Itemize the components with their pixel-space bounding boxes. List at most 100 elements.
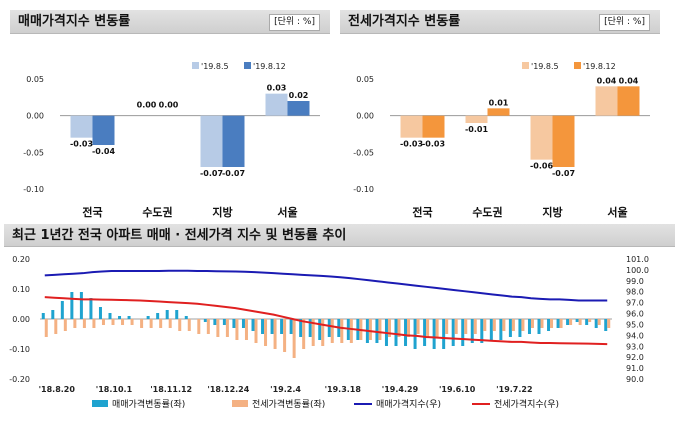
trend-left-ytick: 0.00 bbox=[12, 315, 30, 324]
jeonse-ytick: 0.00 bbox=[356, 112, 374, 121]
sale-change-bar bbox=[566, 319, 570, 325]
sale-change-bar bbox=[184, 316, 188, 319]
sale-change-bar bbox=[594, 319, 598, 328]
jeonse-panel-header: 전세가격지수 변동률 [단위 : %] bbox=[340, 10, 660, 34]
jeonse-data-label: -0.07 bbox=[552, 169, 575, 178]
jeonse-change-bar bbox=[311, 319, 315, 346]
sale-panel-header: 매매가격지수 변동률 [단위 : %] bbox=[10, 10, 330, 34]
jeonse-bar bbox=[617, 86, 640, 116]
sale-data-label: -0.03 bbox=[70, 140, 93, 149]
jeonse-change-bar bbox=[454, 319, 458, 334]
sale-bar bbox=[287, 101, 310, 116]
sale-data-label: -0.04 bbox=[92, 147, 115, 156]
sale-change-chart: 0.050.00-0.05-0.10'19.8.5'19.8.12-0.03-0… bbox=[23, 62, 320, 219]
jeonse-change-bar bbox=[426, 319, 430, 337]
jeonse-data-label: -0.01 bbox=[465, 125, 488, 134]
jeonse-change-panel: 전세가격지수 변동률 [단위 : %] 0.05 0.00 -0.05 -0.10 '1… bbox=[340, 10, 660, 225]
sale-change-bar bbox=[280, 319, 284, 334]
trend-left-ytick: 0.20 bbox=[12, 255, 30, 264]
sale-change-bar bbox=[299, 319, 303, 337]
jeonse-bar bbox=[400, 115, 423, 138]
sale-legend-swatch bbox=[244, 62, 251, 69]
sale-change-bar bbox=[79, 292, 83, 319]
jeonse-change-bar bbox=[130, 319, 134, 325]
trend-xtick: '18.8.20 bbox=[39, 385, 76, 394]
sale-change-bar bbox=[556, 319, 560, 328]
trend-right-ytick: 91.0 bbox=[626, 364, 644, 373]
jeonse-change-bar bbox=[349, 319, 353, 343]
jeonse-change-bar bbox=[416, 319, 420, 334]
sale-change-bar bbox=[394, 319, 398, 346]
trend-right-ytick: 96.0 bbox=[626, 310, 644, 319]
sale-category-label: 전국 bbox=[82, 205, 102, 219]
sale-change-bar bbox=[489, 319, 493, 340]
jeonse-change-bar bbox=[321, 319, 325, 346]
jeonse-change-bar bbox=[330, 319, 334, 343]
trend-xtick: '19.3.18 bbox=[325, 385, 362, 394]
jeonse-data-label: 0.04 bbox=[619, 76, 639, 85]
sale-change-bar bbox=[70, 292, 74, 319]
jeonse-ytick: 0.05 bbox=[356, 75, 374, 84]
sale-change-bar bbox=[508, 319, 512, 337]
sale-bar bbox=[265, 93, 288, 116]
sale-legend-label: '19.8.12 bbox=[253, 62, 286, 71]
jeonse-change-bar bbox=[511, 319, 515, 331]
jeonse-change-bar bbox=[483, 319, 487, 331]
sale-change-bar bbox=[423, 319, 427, 346]
sale-category-label: 지방 bbox=[212, 205, 232, 219]
sale-legend-label: '19.8.5 bbox=[201, 62, 229, 71]
jeonse-data-label: 0.01 bbox=[489, 98, 509, 107]
jeonse-legend-swatch bbox=[574, 62, 581, 69]
jeonse-change-chart: 0.050.00-0.05-0.10'19.8.5'19.8.12-0.03-0… bbox=[353, 62, 650, 219]
sale-panel-title: 매매가격지수 변동률 bbox=[18, 14, 131, 29]
jeonse-change-bar bbox=[368, 319, 372, 340]
sale-change-bar bbox=[232, 319, 236, 328]
trend-xtick: '18.12.24 bbox=[207, 385, 249, 394]
jeonse-change-bar bbox=[387, 319, 391, 337]
trend-right-ytick: 94.0 bbox=[626, 331, 644, 340]
trend-right-ytick: 99.0 bbox=[626, 277, 644, 286]
sale-change-bar bbox=[175, 310, 179, 319]
sale-change-bar bbox=[585, 319, 589, 325]
jeonse-change-bar bbox=[378, 319, 382, 340]
jeonse-change-bar bbox=[178, 319, 182, 331]
trend-right-ytick: 98.0 bbox=[626, 288, 644, 297]
sale-change-bar bbox=[499, 319, 503, 340]
jeonse-change-bar bbox=[149, 319, 153, 328]
jeonse-category-label: 지방 bbox=[542, 205, 562, 219]
sale-data-label: -0.07 bbox=[200, 169, 223, 178]
trend-right-ytick: 100.0 bbox=[626, 266, 649, 275]
jeonse-change-bar bbox=[597, 319, 601, 325]
legend-swatch-jeonse-change bbox=[232, 400, 248, 407]
sale-unit-label: [단위 : %] bbox=[269, 14, 320, 31]
sale-change-bar bbox=[308, 319, 312, 337]
sale-category-label: 수도권 bbox=[142, 206, 172, 219]
sale-bar bbox=[70, 115, 93, 138]
jeonse-bar bbox=[465, 115, 488, 123]
trend-left-ytick: 0.10 bbox=[12, 285, 30, 294]
sale-ytick: 0.05 bbox=[26, 75, 44, 84]
jeonse-legend-label: '19.8.12 bbox=[583, 62, 616, 71]
jeonse-change-bar bbox=[302, 319, 306, 349]
sale-data-label: 0.02 bbox=[289, 91, 309, 100]
jeonse-change-bar bbox=[407, 319, 411, 337]
sale-ytick: -0.10 bbox=[23, 185, 44, 194]
legend-label: 전세가격변동률(좌) bbox=[252, 398, 325, 410]
sale-change-bar bbox=[89, 298, 93, 319]
sale-change-bar bbox=[51, 310, 55, 319]
sale-bar bbox=[92, 115, 115, 145]
jeonse-ytick: -0.05 bbox=[353, 148, 374, 157]
jeonse-change-bar bbox=[521, 319, 525, 331]
jeonse-change-bar bbox=[168, 319, 172, 328]
trend-right-ytick: 92.0 bbox=[626, 353, 644, 362]
jeonse-change-bar bbox=[140, 319, 144, 328]
jeonse-change-bar bbox=[101, 319, 105, 325]
trend-right-ytick: 101.0 bbox=[626, 255, 649, 264]
jeonse-change-bar bbox=[197, 319, 201, 334]
sale-bar bbox=[200, 115, 223, 167]
jeonse-change-bar bbox=[254, 319, 258, 343]
sale-change-bar bbox=[527, 319, 531, 334]
sale-change-bar bbox=[575, 319, 579, 322]
jeonse-index-line bbox=[44, 296, 608, 346]
sale-change-bar bbox=[327, 319, 331, 337]
